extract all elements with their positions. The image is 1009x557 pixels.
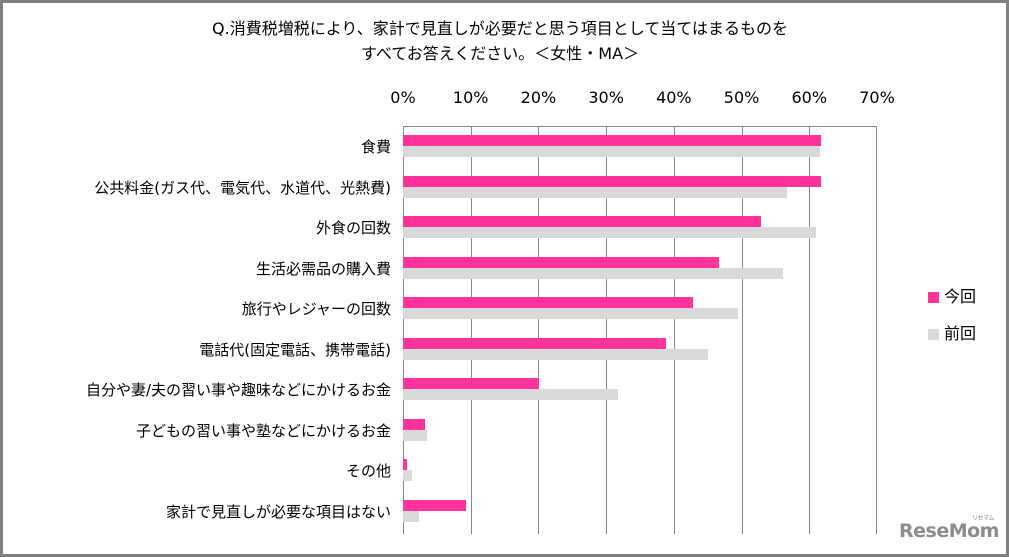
bar-previous — [403, 308, 738, 319]
resemom-logo: ReseMom リセマム — [899, 515, 999, 542]
x-tick-label: 70% — [859, 88, 895, 107]
category-label: 外食の回数 — [315, 219, 391, 237]
x-tick-label: 20% — [520, 88, 557, 107]
x-axis-line — [403, 126, 877, 127]
category-label: 食費 — [360, 138, 391, 156]
bar-row — [403, 450, 877, 491]
bar-previous — [403, 227, 817, 238]
bar-row — [403, 288, 877, 329]
x-tick-label: 50% — [723, 88, 760, 107]
category-label: 公共料金(ガス代、電気代、水道代、光熱費) — [94, 178, 391, 197]
logo-kana: リセマム — [972, 515, 995, 522]
gridline — [403, 126, 404, 534]
bar-current — [403, 297, 693, 308]
bar-previous — [403, 186, 787, 198]
gridline — [673, 126, 675, 534]
gridline — [606, 126, 608, 534]
bar-previous — [403, 146, 821, 157]
chart-title-line-2: すべてお答えください。＜女性・MA＞ — [360, 44, 640, 63]
bar-row — [403, 369, 877, 410]
category-label: 生活必需品の購入費 — [255, 259, 391, 278]
bar-previous — [403, 267, 783, 279]
x-tick-label: 40% — [656, 88, 692, 107]
plot-area — [403, 126, 877, 534]
bar-previous — [403, 429, 428, 441]
bar-current — [403, 256, 720, 268]
bar-current — [403, 337, 667, 349]
x-tick-label: 10% — [452, 88, 489, 107]
bar-row — [403, 126, 877, 167]
bar-row — [403, 329, 877, 370]
bar-current — [403, 499, 466, 511]
logo-text: ReseMom — [899, 520, 999, 542]
gridline — [809, 126, 811, 534]
bar-row — [403, 248, 877, 289]
x-tick-label: 60% — [791, 88, 828, 107]
category-label: 旅行やレジャーの回数 — [241, 300, 391, 318]
bar-current — [403, 135, 822, 146]
legend-label-current: 今回 — [944, 287, 977, 306]
gridline — [470, 126, 472, 534]
category-label: 自分や妻/夫の習い事や趣味などにかけるお金 — [85, 381, 391, 399]
bar-previous — [403, 348, 709, 360]
bar-current — [403, 378, 540, 389]
category-label: 家計で見直しが必要な項目はない — [165, 502, 391, 521]
legend-label-previous: 前回 — [944, 324, 977, 343]
category-label: 子どもの習い事や塾などにかけるお金 — [135, 421, 391, 440]
chart-title-line-1: Q.消費税増税により、家計で見直しが必要だと思う項目として当てはまるものを — [212, 19, 788, 38]
bar-current — [403, 175, 822, 187]
bar-row — [403, 491, 877, 532]
x-tick-label: 30% — [588, 88, 624, 107]
bar-current — [403, 216, 761, 227]
legend-item-current: 今回 — [928, 283, 976, 307]
bar-previous — [403, 389, 618, 400]
bar-row — [403, 167, 877, 208]
bar-row — [403, 207, 877, 248]
legend-swatch-current — [928, 292, 939, 303]
bar-previous — [403, 510, 420, 522]
gridline — [741, 126, 743, 534]
legend-item-previous: 前回 — [928, 320, 976, 344]
category-label: 電話代(固定電話、携帯電話) — [199, 340, 391, 359]
gridline — [876, 126, 877, 534]
gridline — [538, 126, 540, 534]
bar-row — [403, 410, 877, 451]
x-tick-label: 0% — [390, 88, 416, 107]
legend-swatch-previous — [928, 329, 939, 340]
category-label: その他 — [345, 462, 391, 480]
bar-current — [403, 418, 425, 430]
bar-current — [403, 459, 408, 470]
bar-previous — [403, 470, 412, 481]
